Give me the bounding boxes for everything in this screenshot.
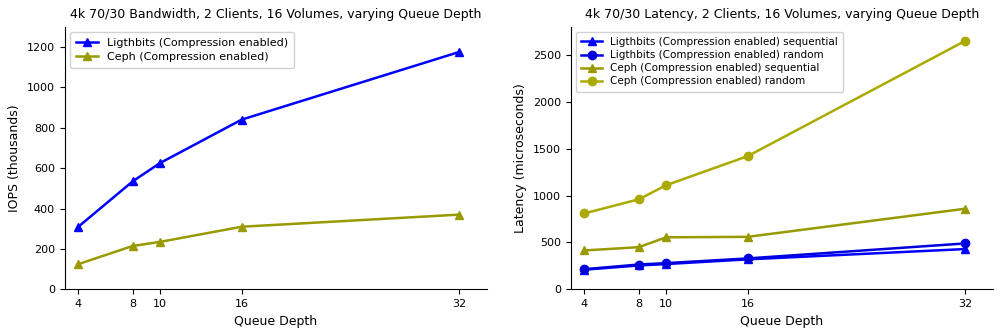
Ceph (Compression enabled) [127,244,139,248]
Ligthbits (Compression enabled) random [742,256,754,260]
Ligthbits (Compression enabled) [154,161,166,165]
Ceph (Compression enabled) [72,262,84,266]
Ceph (Compression enabled) sequential [633,245,645,249]
Y-axis label: IOPS (thousands): IOPS (thousands) [8,104,21,212]
Ligthbits (Compression enabled) [235,118,247,122]
Ligthbits (Compression enabled) random [660,261,672,265]
Ceph (Compression enabled) sequential [742,235,754,239]
Ceph (Compression enabled) sequential [660,235,672,239]
Ligthbits (Compression enabled) sequential [660,262,672,266]
Legend: Ligthbits (Compression enabled) sequential, Ligthbits (Compression enabled) rand: Ligthbits (Compression enabled) sequenti… [576,32,843,92]
Ligthbits (Compression enabled) [453,50,465,54]
Line: Ceph (Compression enabled) random: Ceph (Compression enabled) random [581,37,970,217]
Line: Ligthbits (Compression enabled) sequential: Ligthbits (Compression enabled) sequenti… [581,245,970,274]
Ceph (Compression enabled) [154,240,166,244]
Ligthbits (Compression enabled) random [579,267,591,271]
Title: 4k 70/30 Latency, 2 Clients, 16 Volumes, varying Queue Depth: 4k 70/30 Latency, 2 Clients, 16 Volumes,… [585,8,979,21]
X-axis label: Queue Depth: Queue Depth [740,315,823,328]
Line: Ligthbits (Compression enabled) random: Ligthbits (Compression enabled) random [581,239,970,274]
Ceph (Compression enabled) random [633,197,645,201]
Line: Ceph (Compression enabled) sequential: Ceph (Compression enabled) sequential [581,205,970,255]
Ceph (Compression enabled) [453,213,465,217]
Ceph (Compression enabled) sequential [959,207,971,211]
Ligthbits (Compression enabled) [127,179,139,183]
X-axis label: Queue Depth: Queue Depth [234,315,317,328]
Line: Ceph (Compression enabled): Ceph (Compression enabled) [74,210,463,268]
Ligthbits (Compression enabled) random [959,241,971,245]
Line: Ligthbits (Compression enabled): Ligthbits (Compression enabled) [74,48,463,231]
Ligthbits (Compression enabled) sequential [633,263,645,267]
Ligthbits (Compression enabled) random [633,262,645,266]
Ligthbits (Compression enabled) sequential [579,268,591,272]
Ligthbits (Compression enabled) sequential [742,257,754,261]
Title: 4k 70/30 Bandwidth, 2 Clients, 16 Volumes, varying Queue Depth: 4k 70/30 Bandwidth, 2 Clients, 16 Volume… [70,8,481,21]
Ligthbits (Compression enabled) [72,225,84,229]
Y-axis label: Latency (microseconds): Latency (microseconds) [515,83,528,233]
Ligthbits (Compression enabled) sequential [959,247,971,251]
Legend: Ligthbits (Compression enabled), Ceph (Compression enabled): Ligthbits (Compression enabled), Ceph (C… [70,32,293,68]
Ceph (Compression enabled) sequential [579,248,591,252]
Ceph (Compression enabled) random [742,154,754,158]
Ceph (Compression enabled) [235,225,247,229]
Ceph (Compression enabled) random [579,211,591,215]
Ceph (Compression enabled) random [660,183,672,187]
Ceph (Compression enabled) random [959,39,971,43]
